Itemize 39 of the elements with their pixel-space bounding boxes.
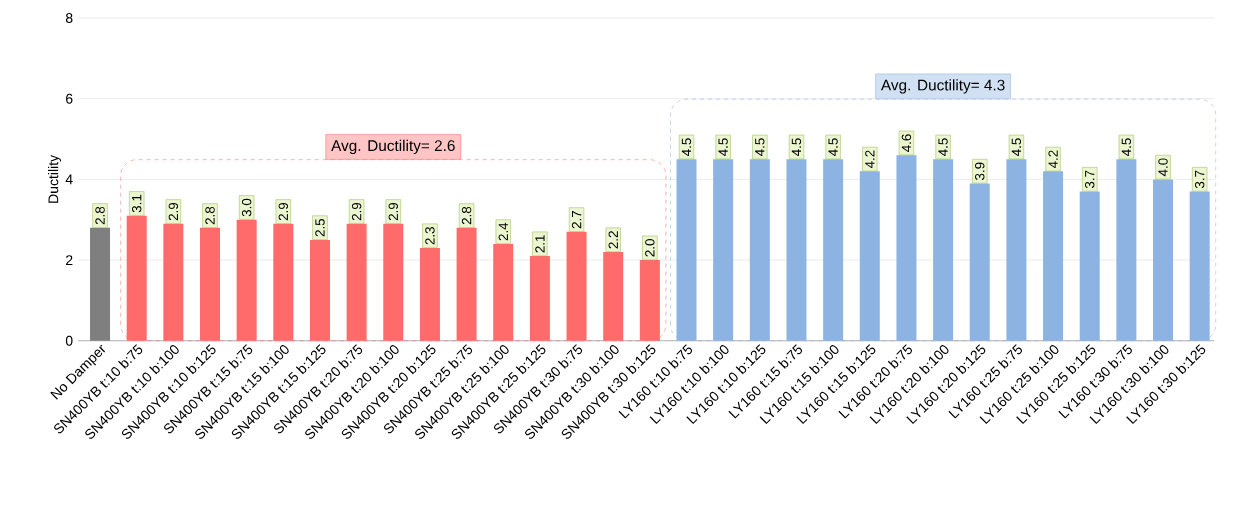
- data-label: 2.9: [388, 202, 398, 221]
- data-label: 4.5: [718, 138, 728, 156]
- y-tick-label: 2: [66, 255, 73, 265]
- data-label: 2.3: [425, 227, 435, 245]
- data-label: 4.6: [901, 134, 912, 152]
- data-label: 4.5: [1121, 138, 1132, 156]
- data-label: 3.7: [1194, 170, 1205, 188]
- data-label: 2.1: [535, 235, 545, 253]
- data-label: 2.9: [351, 202, 362, 221]
- y-tick-label: 4: [65, 174, 73, 185]
- data-label: 2.7: [571, 210, 582, 229]
- data-label: 4.2: [1048, 150, 1058, 168]
- y-tick-label: 6: [66, 93, 73, 104]
- data-label: 2.8: [95, 206, 105, 225]
- data-label: 2.8: [461, 206, 472, 225]
- data-label: 4.0: [1158, 158, 1168, 177]
- data-label: 4.5: [755, 138, 765, 156]
- data-label: 4.2: [865, 150, 875, 168]
- annotation: Avg. Ductility= 4.3: [880, 79, 1005, 94]
- data-label: 4.5: [828, 138, 838, 156]
- data-label: 3.0: [241, 198, 252, 217]
- y-axis-title: Ductility: [48, 154, 62, 203]
- data-label: 2.2: [608, 231, 618, 249]
- data-label: 2.0: [645, 239, 655, 257]
- data-label: 3.9: [975, 162, 985, 180]
- data-label: 4.5: [791, 138, 802, 156]
- data-label: 2.9: [278, 202, 289, 221]
- data-label: 4.5: [938, 138, 948, 156]
- data-label: 2.4: [498, 222, 508, 241]
- y-tick-label: 0: [65, 335, 73, 346]
- y-tick-label: 8: [65, 13, 73, 23]
- data-label: 2.9: [168, 202, 179, 221]
- data-label: 2.5: [315, 218, 325, 237]
- data-label: 2.8: [205, 206, 215, 225]
- annotation: Avg. Ductility= 2.6: [331, 139, 455, 155]
- data-label: 4.5: [1011, 138, 1022, 156]
- data-label: 3.1: [131, 194, 142, 213]
- data-label: 3.7: [1085, 170, 1095, 188]
- data-label: 4.5: [681, 138, 692, 156]
